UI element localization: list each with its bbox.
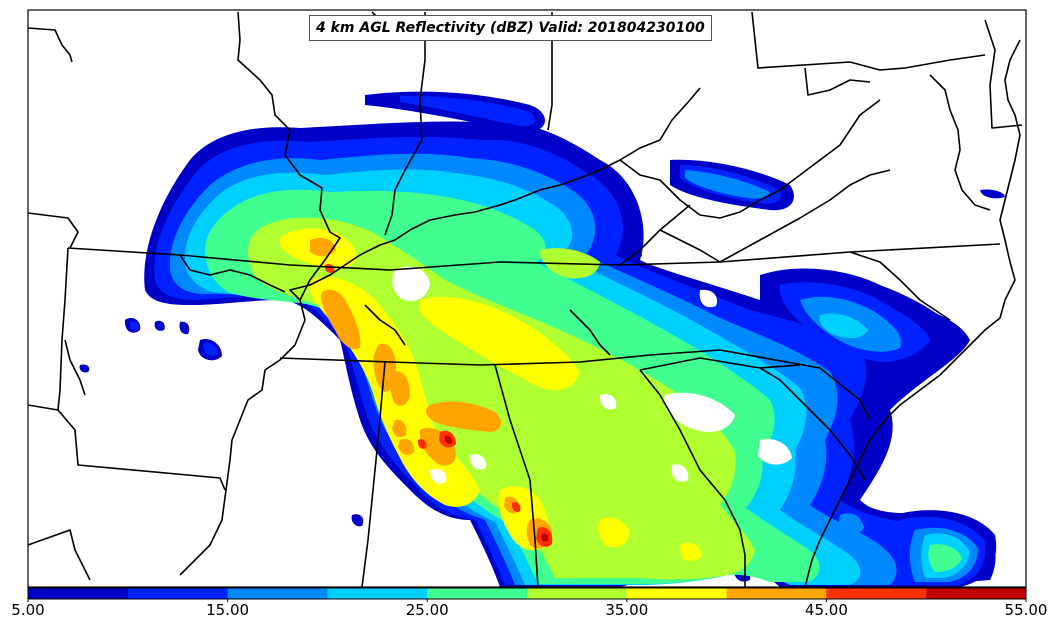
reflectivity-50-55 <box>444 435 549 542</box>
colorbar-bin <box>227 588 328 599</box>
colorbar-bin <box>527 588 628 599</box>
state-boundaries <box>28 11 1023 587</box>
colorbar-bin <box>826 588 927 599</box>
map-title: 4 km AGL Reflectivity (dBZ) Valid: 20180… <box>309 15 712 41</box>
colorbar-frame <box>27 587 1027 600</box>
colorbar-bin <box>327 588 428 599</box>
map-frame <box>27 9 1027 588</box>
colorbar <box>27 587 1027 602</box>
colorbar-bin <box>726 588 827 599</box>
colorbar-tick-label: 35.00 <box>605 601 649 619</box>
colorbar-bin <box>127 588 229 599</box>
colorbar-tick-label: 45.00 <box>804 601 848 619</box>
colorbar-bin <box>427 588 528 599</box>
colorbar-tick-label: 5.00 <box>11 601 45 619</box>
colorbar-bin <box>626 588 728 599</box>
colorbar-bin <box>926 588 1027 599</box>
colorbar-tick-label: 15.00 <box>206 601 250 619</box>
reflectivity-gaps <box>392 266 899 504</box>
colorbar-bin <box>28 588 129 599</box>
colorbar-tick-label: 25.00 <box>405 601 449 619</box>
colorbar-tick-label: 55.00 <box>1004 601 1048 619</box>
